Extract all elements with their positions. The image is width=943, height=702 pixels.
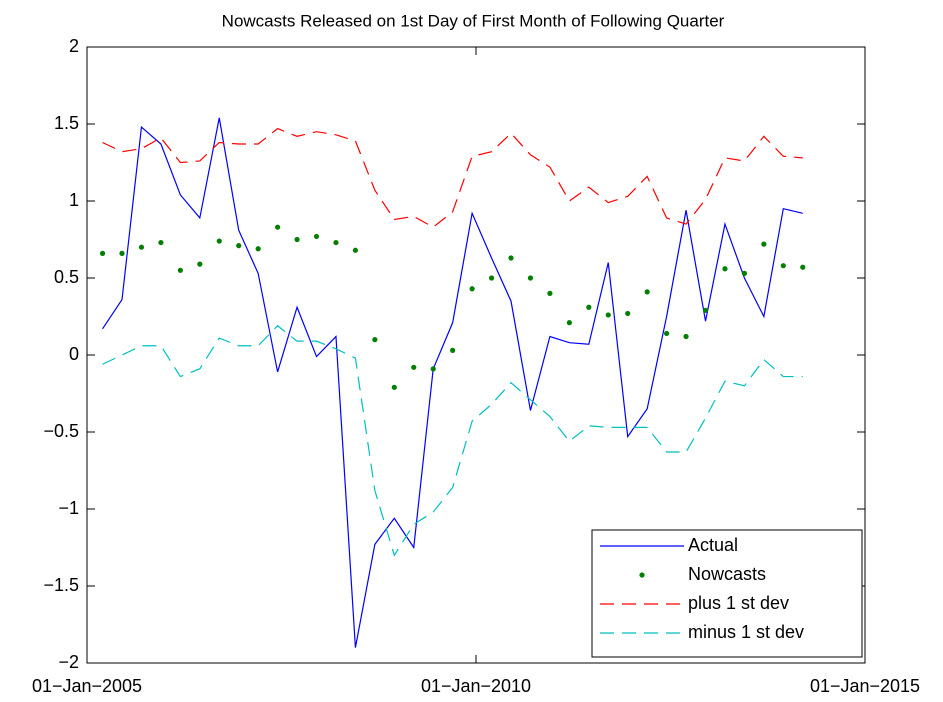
nowcast-dot — [236, 243, 242, 249]
series-line — [102, 324, 803, 557]
legend-swatch — [639, 572, 645, 578]
y-tick-label: −1 — [58, 498, 79, 518]
nowcast-dot — [741, 270, 748, 276]
nowcast-dot — [702, 307, 709, 313]
nowcast-dot — [216, 238, 222, 244]
nowcast-dot — [177, 267, 183, 273]
y-tick-label: 0.5 — [54, 267, 79, 287]
nowcast-dot — [664, 330, 670, 337]
y-tick-label: 1.5 — [54, 113, 79, 133]
nowcast-dot — [430, 366, 436, 372]
nowcast-dot — [158, 239, 164, 246]
nowcast-dot — [566, 320, 572, 326]
nowcast-dot — [333, 239, 339, 246]
nowcast-dot — [391, 384, 397, 390]
nowcast-dot — [625, 310, 631, 317]
nowcast-dot — [605, 312, 611, 318]
nowcast-dot — [138, 244, 145, 250]
nowcast-dot — [99, 250, 106, 256]
series-line — [102, 127, 803, 228]
x-tick-label: 01−Jan−2010 — [421, 676, 531, 696]
y-tick-label: 2 — [69, 36, 79, 56]
y-tick-label: −0.5 — [43, 421, 79, 441]
nowcast-dot — [352, 247, 359, 253]
nowcast-dot — [197, 261, 203, 267]
nowcast-dot — [761, 241, 767, 247]
nowcast-dot — [450, 347, 456, 353]
nowcast-dot — [800, 264, 806, 270]
nowcast-dot — [683, 333, 689, 340]
x-tick-label: 01−Jan−2015 — [810, 676, 920, 696]
nowcast-dot — [275, 224, 281, 230]
y-tick-label: 0 — [69, 344, 79, 364]
nowcast-dot — [255, 246, 261, 252]
legend-label: Nowcasts — [688, 564, 766, 584]
nowcast-dot — [119, 250, 125, 256]
nowcast-dot — [508, 255, 514, 261]
nowcast-dot — [547, 290, 553, 296]
nowcast-dot — [294, 236, 300, 243]
nowcast-dot — [469, 286, 475, 292]
legend-label: minus 1 st dev — [688, 622, 804, 642]
y-tick-label: 1 — [69, 190, 79, 210]
nowcast-dot — [488, 275, 495, 281]
nowcast-dot — [780, 263, 786, 269]
nowcast-dot — [313, 233, 320, 240]
legend-label: plus 1 st dev — [688, 593, 789, 613]
chart-title: Nowcasts Released on 1st Day of First Mo… — [222, 11, 725, 30]
nowcast-dot — [586, 304, 592, 310]
legend-label: Actual — [688, 535, 738, 555]
y-tick-label: −1.5 — [43, 575, 79, 595]
nowcast-dot — [411, 364, 417, 370]
nowcast-dot — [372, 337, 378, 343]
y-tick-label: −2 — [58, 652, 79, 672]
series-line — [102, 117, 803, 648]
nowcast-dot — [527, 275, 534, 281]
nowcast-dot — [722, 266, 728, 272]
legend-box — [591, 529, 863, 658]
nowcast-dot — [644, 289, 650, 295]
x-tick-label: 01−Jan−2005 — [32, 676, 142, 696]
